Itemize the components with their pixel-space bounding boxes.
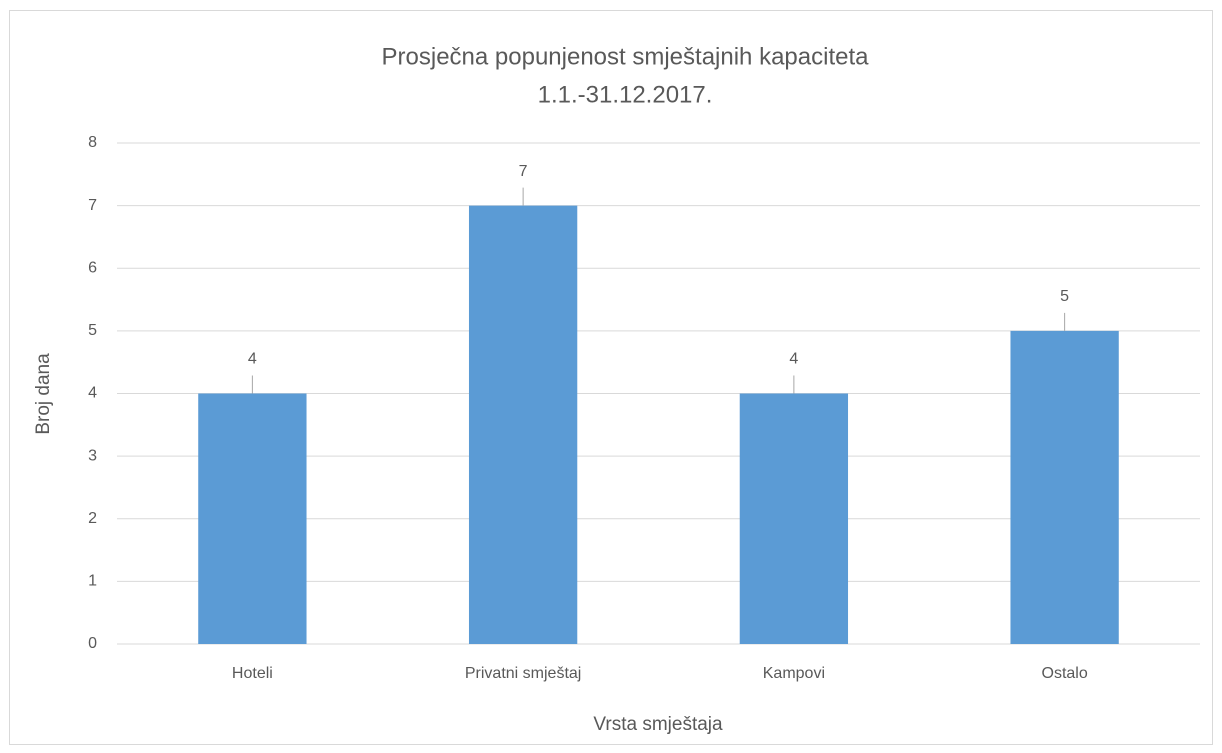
y-tick-label: 7 — [88, 197, 97, 214]
bar — [1010, 330, 1119, 644]
y-tick-label: 5 — [88, 322, 97, 339]
chart-title: 1.1.-31.12.2017. — [538, 81, 713, 108]
data-label: 4 — [248, 351, 257, 368]
y-tick-label: 0 — [88, 635, 97, 652]
x-tick-label: Privatni smještaj — [465, 665, 581, 682]
y-tick-label: 1 — [88, 573, 97, 590]
data-label: 5 — [1060, 288, 1069, 305]
y-tick-label: 4 — [88, 385, 97, 402]
x-tick-label: Hoteli — [232, 665, 273, 682]
data-label: 4 — [789, 351, 798, 368]
y-tick-label: 6 — [88, 259, 97, 276]
x-tick-label: Ostalo — [1042, 665, 1088, 682]
y-tick-label: 2 — [88, 510, 97, 527]
data-label: 7 — [519, 163, 528, 180]
y-axis-title: Broj dana — [33, 353, 54, 435]
x-tick-label: Kampovi — [763, 665, 825, 682]
x-axis-title: Vrsta smještaja — [593, 714, 723, 735]
bar — [468, 205, 578, 644]
bar — [198, 393, 307, 644]
y-tick-label: 3 — [88, 447, 97, 464]
bar — [739, 393, 849, 644]
y-tick-label: 8 — [88, 134, 97, 151]
chart-title: Prosječna popunjenost smještajnih kapaci… — [382, 43, 870, 70]
